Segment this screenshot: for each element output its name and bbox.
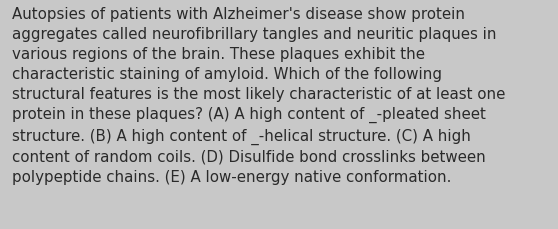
Text: Autopsies of patients with Alzheimer's disease show protein
aggregates called ne: Autopsies of patients with Alzheimer's d… bbox=[12, 7, 506, 184]
